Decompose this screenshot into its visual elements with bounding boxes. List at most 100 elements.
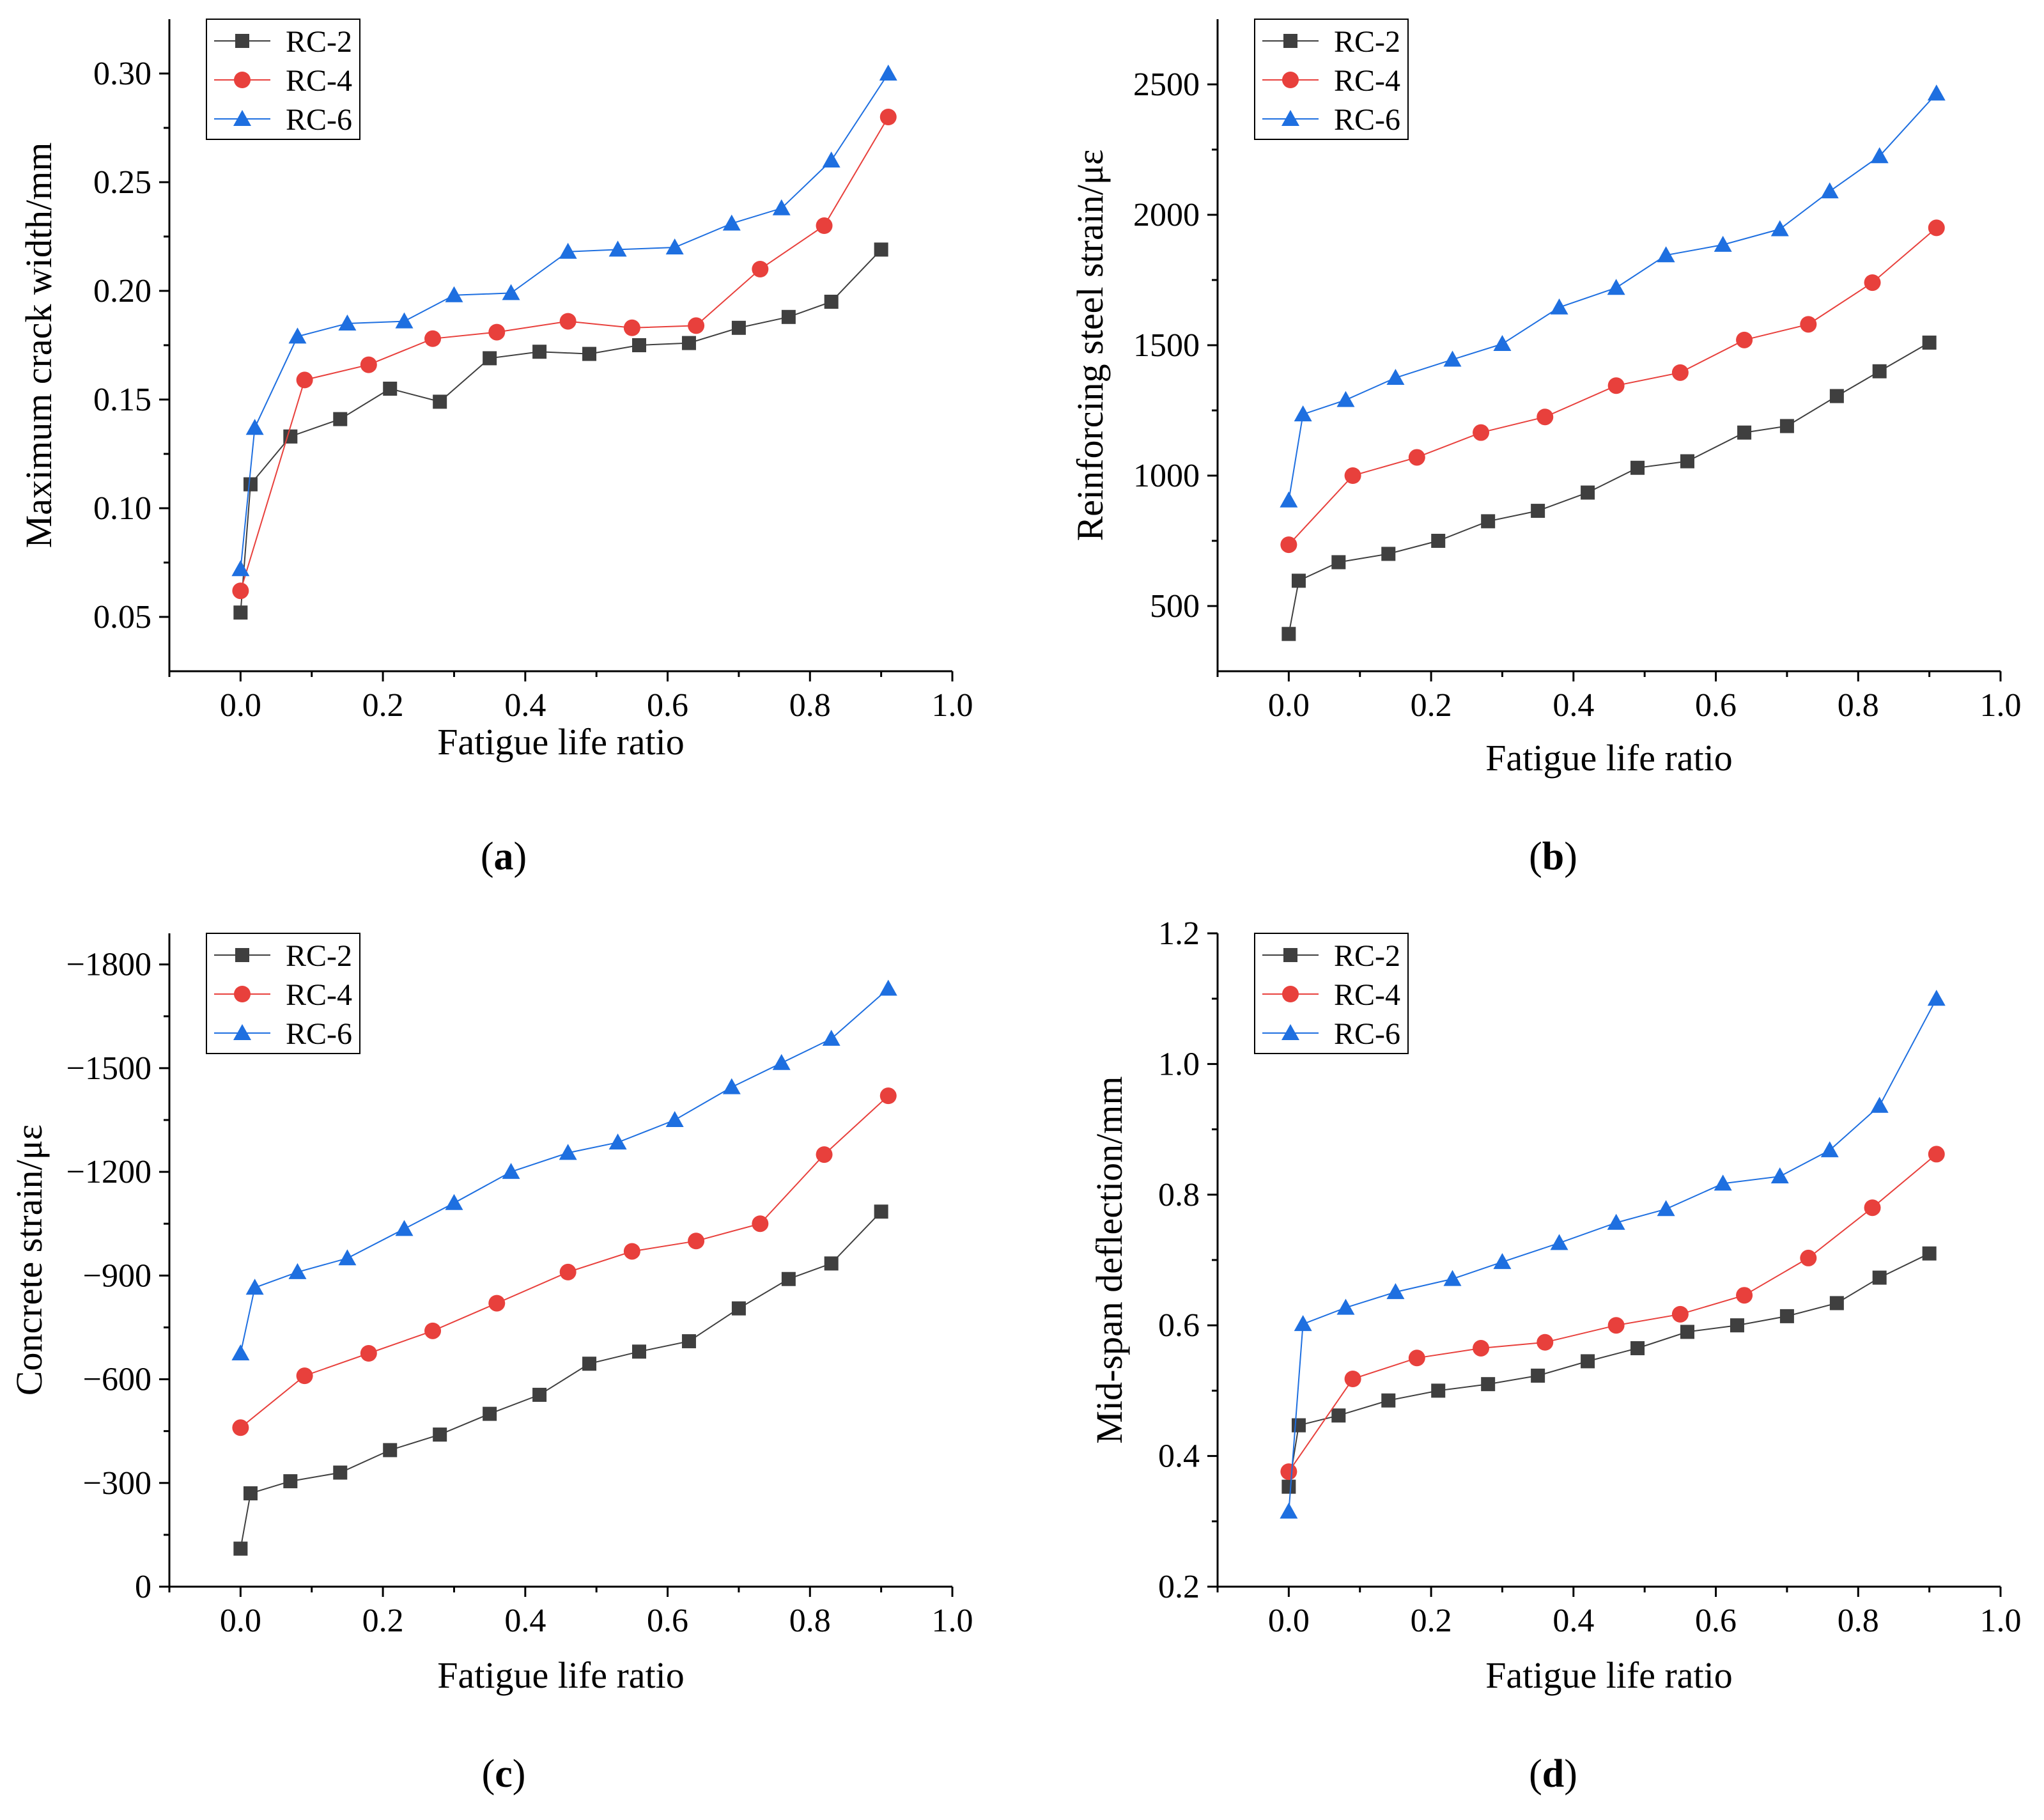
data-point: [632, 338, 646, 352]
series-rc-2: [1281, 1246, 1937, 1494]
data-point: [483, 1406, 497, 1421]
data-point: [245, 419, 264, 435]
data-point: [1779, 1309, 1794, 1323]
y-tick-label: 0.6: [1158, 1307, 1200, 1344]
data-point: [395, 1220, 414, 1236]
data-point: [433, 394, 447, 409]
data-point: [1927, 990, 1946, 1006]
legend-label: RC-6: [1334, 103, 1400, 137]
legend-label: RC-6: [1334, 1017, 1400, 1051]
data-point: [879, 65, 897, 81]
legend-label: RC-6: [286, 1017, 352, 1051]
data-point: [338, 1249, 357, 1266]
y-tick-label: −600: [83, 1362, 151, 1398]
data-point: [296, 371, 313, 389]
data-point: [1550, 1234, 1568, 1250]
x-tick-label: 1.0: [1980, 1603, 2022, 1639]
data-point: [1736, 331, 1753, 348]
data-point: [1800, 1249, 1817, 1266]
data-point: [1737, 425, 1752, 440]
data-point: [1714, 1174, 1732, 1191]
series-rc-6: [1280, 990, 1946, 1519]
series-line: [1288, 1252, 1930, 1487]
data-point: [1531, 504, 1545, 518]
y-tick-label: 0.30: [93, 56, 151, 92]
data-point: [1331, 555, 1346, 570]
data-point: [874, 242, 888, 257]
data-point: [1344, 1371, 1361, 1388]
x-tick-label: 1.0: [932, 687, 973, 724]
data-point: [1331, 1408, 1346, 1423]
legend-marker: [234, 986, 251, 1002]
y-tick-label: −900: [83, 1257, 151, 1294]
data-point: [1680, 454, 1694, 469]
data-point: [1408, 1349, 1425, 1367]
data-point: [1443, 350, 1462, 367]
data-point: [231, 1344, 250, 1360]
y-tick-label: −1500: [66, 1050, 151, 1087]
data-point: [232, 1419, 249, 1436]
x-axis-title: Fatigue life ratio: [1485, 1654, 1733, 1696]
data-point: [1294, 405, 1312, 422]
legend-label: RC-4: [1334, 64, 1400, 98]
legend-marker: [1281, 1024, 1299, 1040]
series-rc-4: [1280, 1146, 1945, 1481]
x-tick-label: 0.0: [1268, 687, 1310, 724]
y-axis-title: Maximum crack width/mm: [18, 143, 59, 548]
data-point: [1581, 485, 1595, 500]
data-point: [1607, 1317, 1625, 1334]
data-point: [1550, 298, 1568, 315]
data-point: [1779, 419, 1794, 433]
legend-marker: [235, 34, 249, 48]
data-point: [1473, 424, 1490, 441]
series-line: [240, 1211, 882, 1549]
legend-label: RC-4: [1334, 978, 1400, 1012]
x-tick-label: 0.0: [1268, 1603, 1310, 1639]
data-point: [752, 1215, 769, 1233]
x-tick-label: 0.6: [647, 687, 688, 724]
series-rc-2: [1281, 335, 1937, 641]
data-point: [688, 1233, 705, 1250]
data-point: [1864, 1199, 1881, 1217]
data-point: [752, 261, 769, 277]
data-point: [283, 1474, 298, 1489]
legend-label: RC-2: [1334, 25, 1400, 59]
data-point: [665, 1111, 684, 1127]
y-axis-title: Mid-span deflection/mm: [1088, 1076, 1130, 1443]
data-point: [816, 217, 833, 234]
data-point: [232, 582, 249, 600]
data-point: [243, 1486, 258, 1500]
x-tick-label: 0.2: [1411, 687, 1452, 724]
data-point: [1336, 391, 1355, 407]
series-line: [1288, 998, 1937, 1512]
series-rc-4: [1280, 219, 1945, 554]
x-tick-label: 0.2: [1411, 1603, 1452, 1639]
y-tick-label: 0.8: [1158, 1177, 1200, 1213]
data-point: [245, 1279, 264, 1295]
data-point: [1922, 1246, 1937, 1261]
data-point: [608, 240, 627, 257]
data-point: [1630, 460, 1645, 475]
data-point: [1386, 1283, 1405, 1300]
data-point: [532, 1387, 547, 1402]
data-point: [1671, 364, 1689, 381]
data-point: [822, 152, 840, 167]
legend-marker: [1282, 986, 1299, 1002]
data-point: [722, 1078, 741, 1094]
x-tick-label: 0.2: [362, 1603, 404, 1639]
series-rc-4: [232, 1087, 897, 1436]
series-rc-6: [231, 979, 897, 1360]
data-point: [1431, 534, 1446, 548]
y-tick-label: 1.0: [1158, 1046, 1200, 1082]
data-point: [1922, 335, 1937, 350]
y-tick-label: −300: [83, 1465, 151, 1502]
data-point: [1864, 274, 1881, 292]
data-point: [1381, 547, 1396, 561]
data-point: [1537, 1334, 1554, 1351]
data-point: [424, 330, 442, 347]
series-line: [240, 73, 889, 570]
data-point: [1657, 246, 1675, 263]
data-point: [781, 1272, 796, 1286]
data-point: [1607, 377, 1625, 394]
data-point: [231, 560, 250, 577]
